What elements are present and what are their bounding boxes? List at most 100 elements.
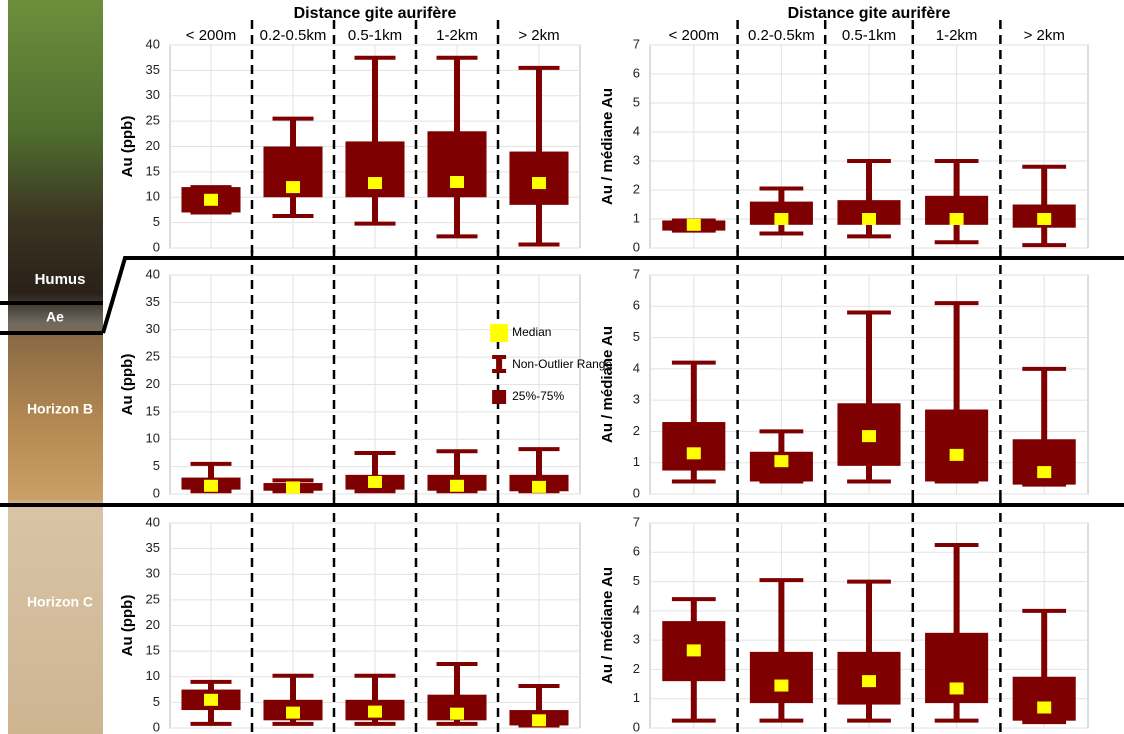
legend-label: Non-Outlier Range bbox=[512, 357, 612, 371]
y-tick-label: 35 bbox=[146, 294, 160, 309]
y-tick-label: 3 bbox=[633, 152, 640, 167]
median bbox=[774, 679, 789, 692]
median bbox=[532, 714, 546, 727]
y-tick-label: 10 bbox=[146, 668, 160, 683]
median bbox=[368, 475, 382, 488]
y-tick-label: 6 bbox=[633, 544, 640, 559]
soil-photo bbox=[8, 0, 103, 734]
y-tick-label: 5 bbox=[633, 94, 640, 109]
y-tick-label: 5 bbox=[153, 214, 160, 229]
legend-swatch bbox=[492, 355, 507, 373]
y-tick-label: 35 bbox=[146, 540, 160, 555]
median bbox=[532, 480, 546, 493]
y-tick-label: 20 bbox=[146, 617, 160, 632]
y-tick-label: 0 bbox=[633, 239, 640, 254]
median bbox=[774, 455, 789, 468]
y-tick-label: 7 bbox=[633, 266, 640, 281]
median bbox=[368, 705, 382, 718]
horizon-line bbox=[101, 256, 1124, 334]
box bbox=[662, 422, 726, 471]
x-axis-title: Distance gite aurifère bbox=[294, 5, 457, 22]
y-tick-label: 0 bbox=[153, 485, 160, 500]
legend-label: Median bbox=[512, 325, 551, 339]
median bbox=[286, 181, 300, 194]
median bbox=[1037, 701, 1052, 714]
y-tick-label: 5 bbox=[153, 458, 160, 473]
y-tick-label: 30 bbox=[146, 87, 160, 102]
y-tick-label: 7 bbox=[633, 514, 640, 529]
y-tick-label: 40 bbox=[146, 266, 160, 281]
median bbox=[286, 481, 300, 494]
y-tick-label: 20 bbox=[146, 138, 160, 153]
y-tick-label: 0 bbox=[153, 239, 160, 254]
y-tick-label: 30 bbox=[146, 321, 160, 336]
y-tick-label: 5 bbox=[633, 573, 640, 588]
layer-label: Humus bbox=[35, 271, 86, 288]
median bbox=[204, 193, 218, 206]
legend-swatch bbox=[492, 390, 507, 404]
y-tick-label: 15 bbox=[146, 163, 160, 178]
x-category-label: 0.5-1km bbox=[348, 27, 402, 44]
x-category-label: 0.2-0.5km bbox=[260, 27, 327, 44]
legend-label: 25%-75% bbox=[512, 389, 564, 403]
y-tick-label: 7 bbox=[633, 36, 640, 51]
median bbox=[1037, 466, 1052, 479]
y-tick-label: 4 bbox=[633, 602, 640, 617]
median bbox=[949, 213, 964, 225]
y-tick-label: 0 bbox=[153, 719, 160, 734]
median bbox=[686, 644, 701, 657]
y-axis-label: Au / médiane Au bbox=[599, 567, 616, 684]
y-tick-label: 6 bbox=[633, 65, 640, 80]
median bbox=[450, 479, 464, 492]
y-tick-label: 25 bbox=[146, 349, 160, 364]
median bbox=[862, 675, 876, 688]
y-tick-label: 2 bbox=[633, 181, 640, 196]
median bbox=[686, 447, 701, 460]
y-tick-label: 1 bbox=[633, 690, 640, 705]
x-axis-title: Distance gite aurifère bbox=[788, 5, 951, 22]
y-tick-label: 4 bbox=[633, 123, 640, 138]
x-category-label: 1-2km bbox=[936, 27, 978, 44]
median bbox=[949, 682, 964, 695]
y-axis-label: Au / médiane Au bbox=[599, 326, 616, 443]
y-axis-label: Au / médiane Au bbox=[599, 88, 616, 205]
y-tick-label: 20 bbox=[146, 376, 160, 391]
median bbox=[774, 213, 789, 225]
y-tick-label: 3 bbox=[633, 392, 640, 407]
y-axis-label: Au (ppb) bbox=[119, 354, 136, 416]
y-axis-label: Au (ppb) bbox=[119, 595, 136, 657]
y-tick-label: 0 bbox=[633, 719, 640, 734]
y-tick-label: 5 bbox=[633, 329, 640, 344]
x-category-label: 0.2-0.5km bbox=[748, 27, 815, 44]
x-category-label: < 200m bbox=[186, 27, 236, 44]
median bbox=[532, 177, 546, 190]
legend-swatch bbox=[490, 324, 509, 342]
y-tick-label: 40 bbox=[146, 514, 160, 529]
box bbox=[1012, 676, 1076, 721]
y-tick-label: 1 bbox=[633, 454, 640, 469]
y-tick-label: 25 bbox=[146, 113, 160, 128]
y-tick-label: 35 bbox=[146, 62, 160, 77]
x-category-label: > 2km bbox=[518, 27, 559, 44]
median bbox=[204, 693, 218, 706]
y-tick-label: 2 bbox=[633, 423, 640, 438]
y-tick-label: 3 bbox=[633, 632, 640, 647]
y-tick-label: 40 bbox=[146, 36, 160, 51]
y-axis-label: Au (ppb) bbox=[119, 116, 136, 178]
y-tick-label: 0 bbox=[633, 485, 640, 500]
median bbox=[949, 448, 964, 461]
y-tick-label: 25 bbox=[146, 591, 160, 606]
median bbox=[1037, 213, 1052, 225]
horizon-lines bbox=[0, 256, 1124, 507]
median bbox=[204, 479, 218, 492]
y-tick-label: 5 bbox=[153, 694, 160, 709]
y-tick-label: 15 bbox=[146, 403, 160, 418]
median bbox=[450, 707, 464, 720]
box bbox=[925, 409, 989, 482]
y-tick-label: 6 bbox=[633, 298, 640, 313]
y-tick-label: 4 bbox=[633, 360, 640, 375]
median bbox=[286, 706, 300, 719]
median bbox=[686, 218, 701, 231]
